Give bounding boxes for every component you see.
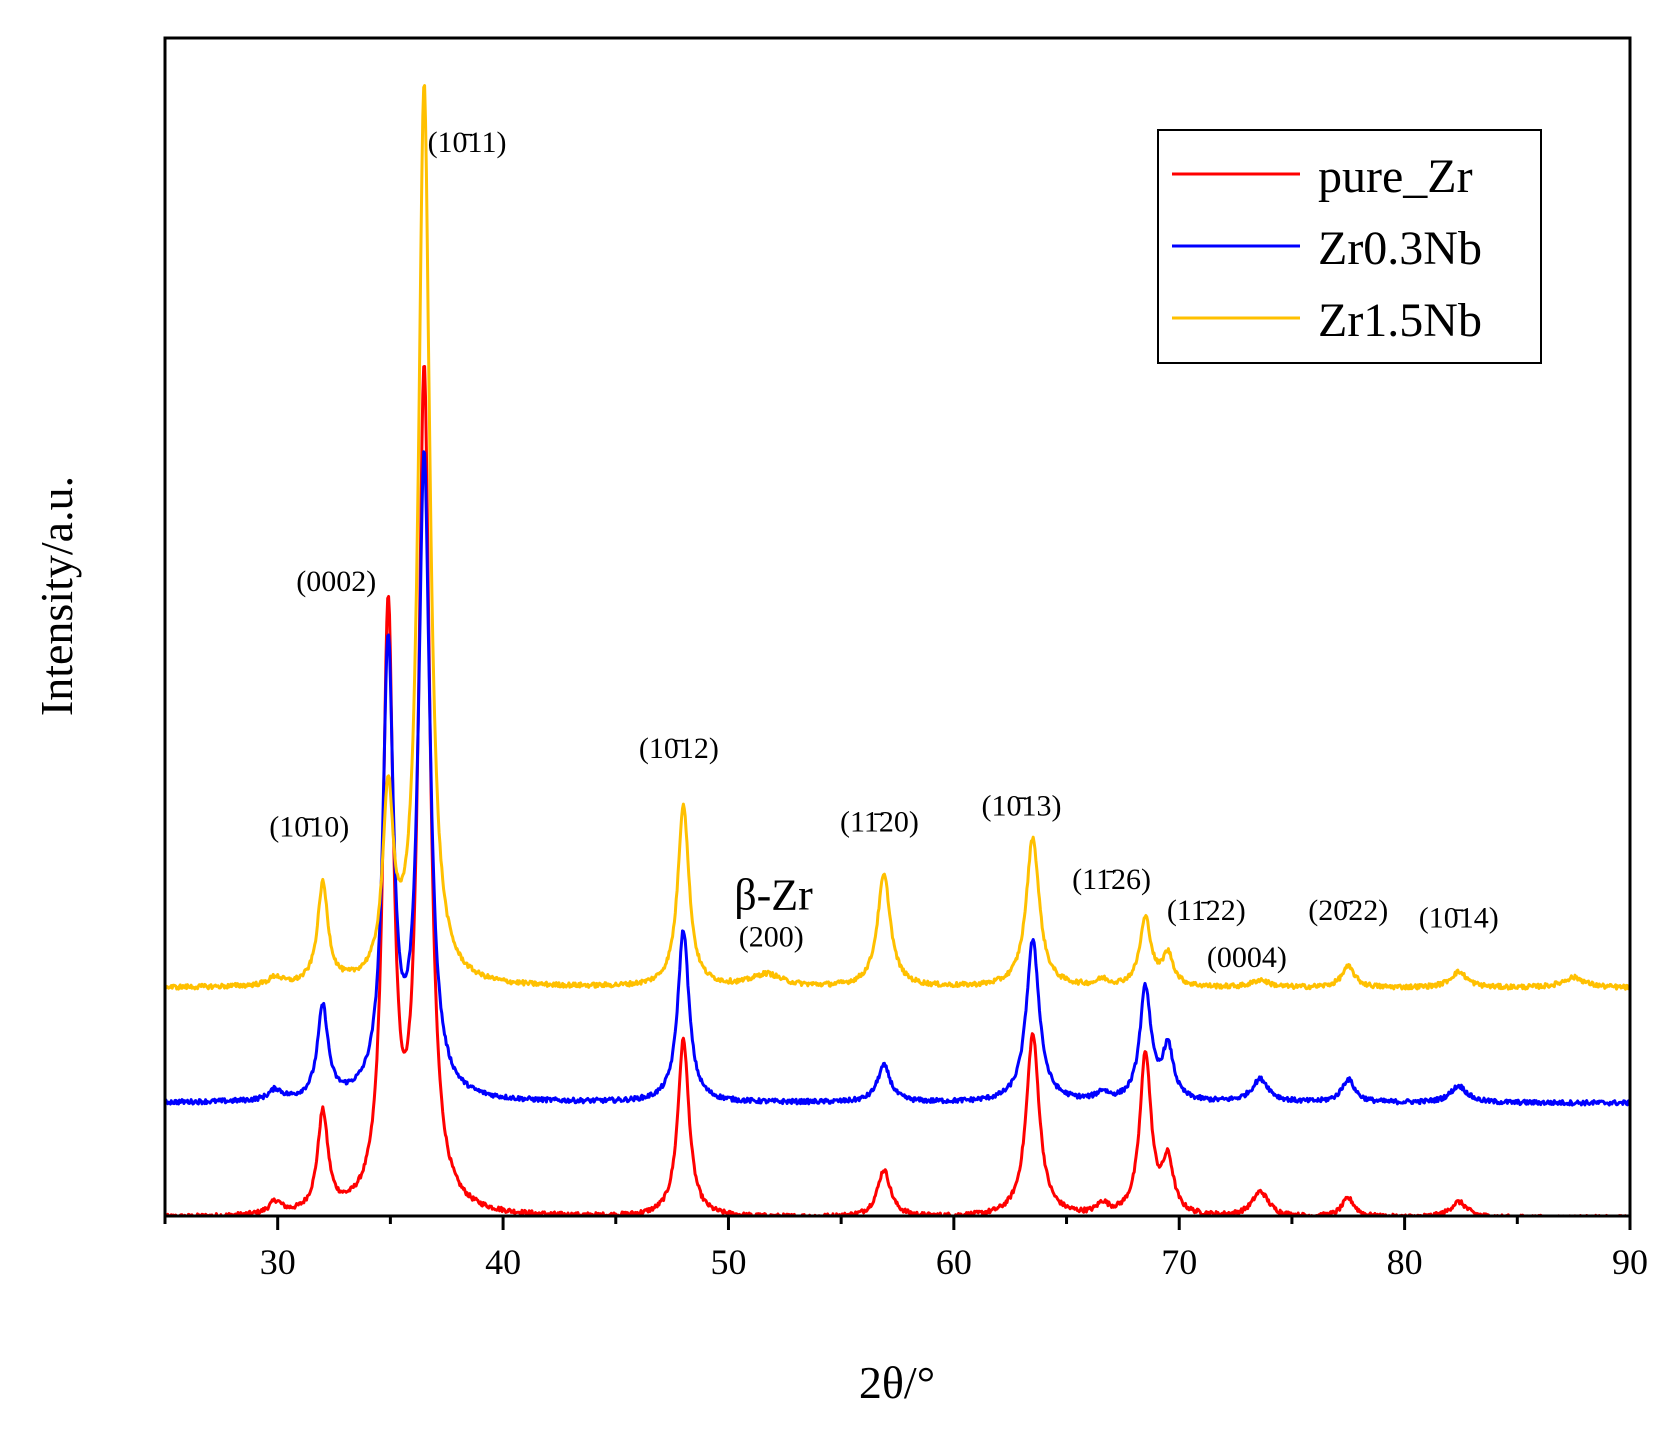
peak-label: (20̄22) bbox=[1308, 894, 1388, 927]
peak-label: (10̄12) bbox=[639, 732, 719, 765]
series-line-zr1-5nb bbox=[165, 84, 1630, 991]
peak-label: (10̄11) bbox=[428, 126, 507, 159]
peak-label: (0004) bbox=[1207, 941, 1287, 974]
x-axis: 30 40 50 60 70 80 90 bbox=[163, 1216, 1648, 1282]
peak-label: (10̄13) bbox=[981, 790, 1061, 823]
plot-frame bbox=[163, 36, 1632, 1218]
legend-label: pure_Zr bbox=[1318, 150, 1473, 203]
x-axis-title: 2θ/° bbox=[859, 1357, 935, 1408]
legend-label: Zr0.3Nb bbox=[1318, 222, 1482, 275]
peak-annotations: (10̄10) (0002) (10̄11) (10̄12) (11̄20) (10̄13… bbox=[269, 126, 1498, 974]
peak-label: (10̄14) bbox=[1419, 901, 1499, 934]
peak-label: (11̄26) bbox=[1072, 863, 1151, 896]
legend-label: Zr1.5Nb bbox=[1318, 294, 1482, 347]
peak-label: (0002) bbox=[296, 565, 376, 598]
x-tick-label: 90 bbox=[1612, 1242, 1648, 1282]
x-tick-label: 30 bbox=[260, 1242, 296, 1282]
peak-label: (11̄20) bbox=[840, 805, 919, 838]
series-line-zr0-3nb bbox=[165, 450, 1630, 1107]
legend: pure_Zr Zr0.3Nb Zr1.5Nb bbox=[1157, 129, 1542, 364]
peak-label: (11̄22) bbox=[1167, 894, 1246, 927]
x-tick-label: 40 bbox=[485, 1242, 521, 1282]
x-tick-label: 50 bbox=[710, 1242, 746, 1282]
x-tick-label: 70 bbox=[1161, 1242, 1197, 1282]
peak-label: (200) bbox=[739, 920, 804, 953]
x-tick-label: 80 bbox=[1387, 1242, 1423, 1282]
peak-label: (10̄10) bbox=[269, 811, 349, 844]
x-tick-label: 60 bbox=[936, 1242, 972, 1282]
phase-label: β-Zr bbox=[734, 871, 813, 920]
y-axis-title: Intensity/a.u. bbox=[31, 476, 82, 716]
